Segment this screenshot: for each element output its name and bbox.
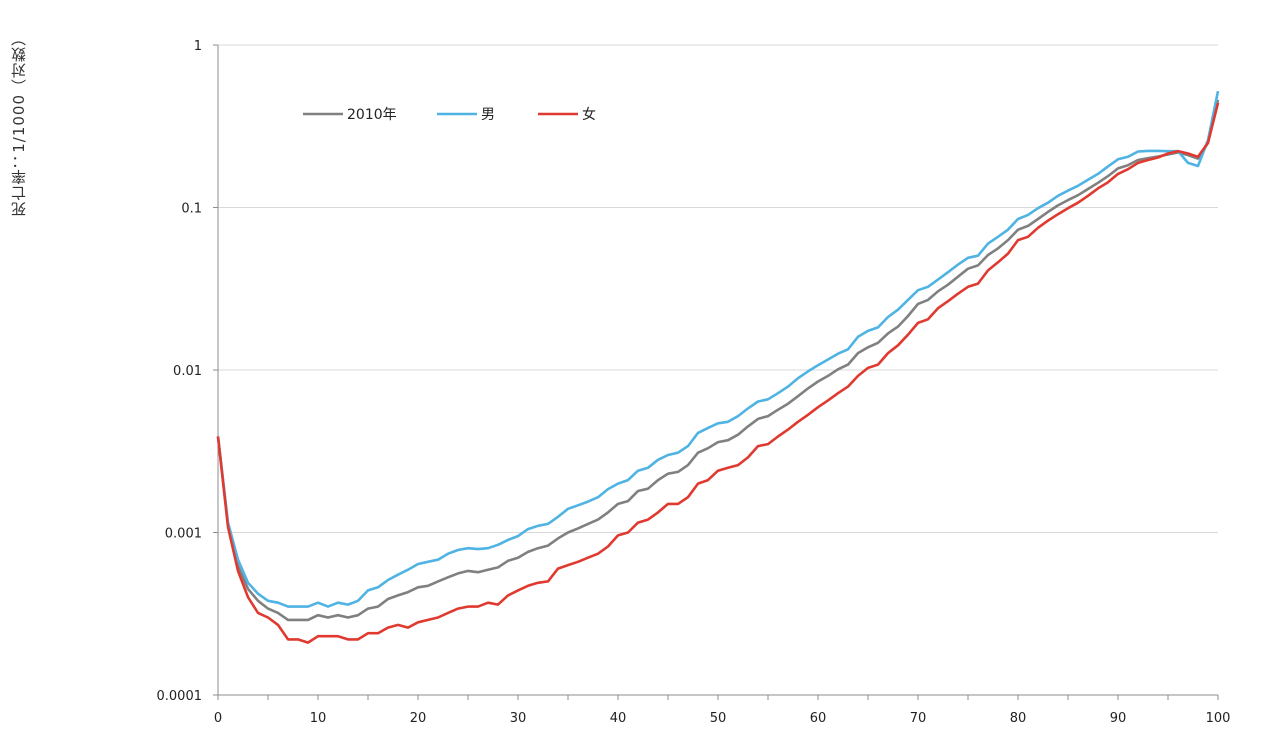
y-tick-label: 1 — [194, 39, 202, 54]
legend-label: 男 — [481, 107, 495, 123]
legend-label: 2010年 — [347, 107, 397, 123]
series-line-3 — [216, 102, 1220, 644]
x-tick-label: 70 — [910, 711, 927, 726]
y-tick-label: 0.1 — [181, 202, 202, 217]
series-line-2 — [216, 90, 1220, 608]
x-tick-label: 60 — [810, 711, 827, 726]
x-tick-label: 80 — [1010, 711, 1027, 726]
series-line-1 — [216, 99, 1220, 622]
x-tick-label: 10 — [310, 711, 327, 726]
x-tick-label: 30 — [510, 711, 527, 726]
x-tick-label: 40 — [610, 711, 627, 726]
x-tick-label: 20 — [410, 711, 427, 726]
x-tick-label: 90 — [1110, 711, 1127, 726]
axes: 1 0.1 0.01 0.001 0.0001 0 10 20 30 40 50 60 70 80 90 10… — [157, 39, 1231, 726]
series-lines — [216, 90, 1220, 644]
gridlines — [218, 44, 1218, 533]
x-tick-label: 100 — [1206, 711, 1231, 726]
legend: 2010年 男 女 — [303, 106, 596, 123]
y-tick-label: 0.01 — [173, 364, 202, 379]
y-tick-label: 0.001 — [165, 527, 202, 542]
x-tick-label: 0 — [214, 711, 222, 726]
y-tick-label: 0.0001 — [157, 689, 203, 704]
x-tick-label: 50 — [710, 711, 727, 726]
legend-label: 女 — [582, 106, 596, 123]
